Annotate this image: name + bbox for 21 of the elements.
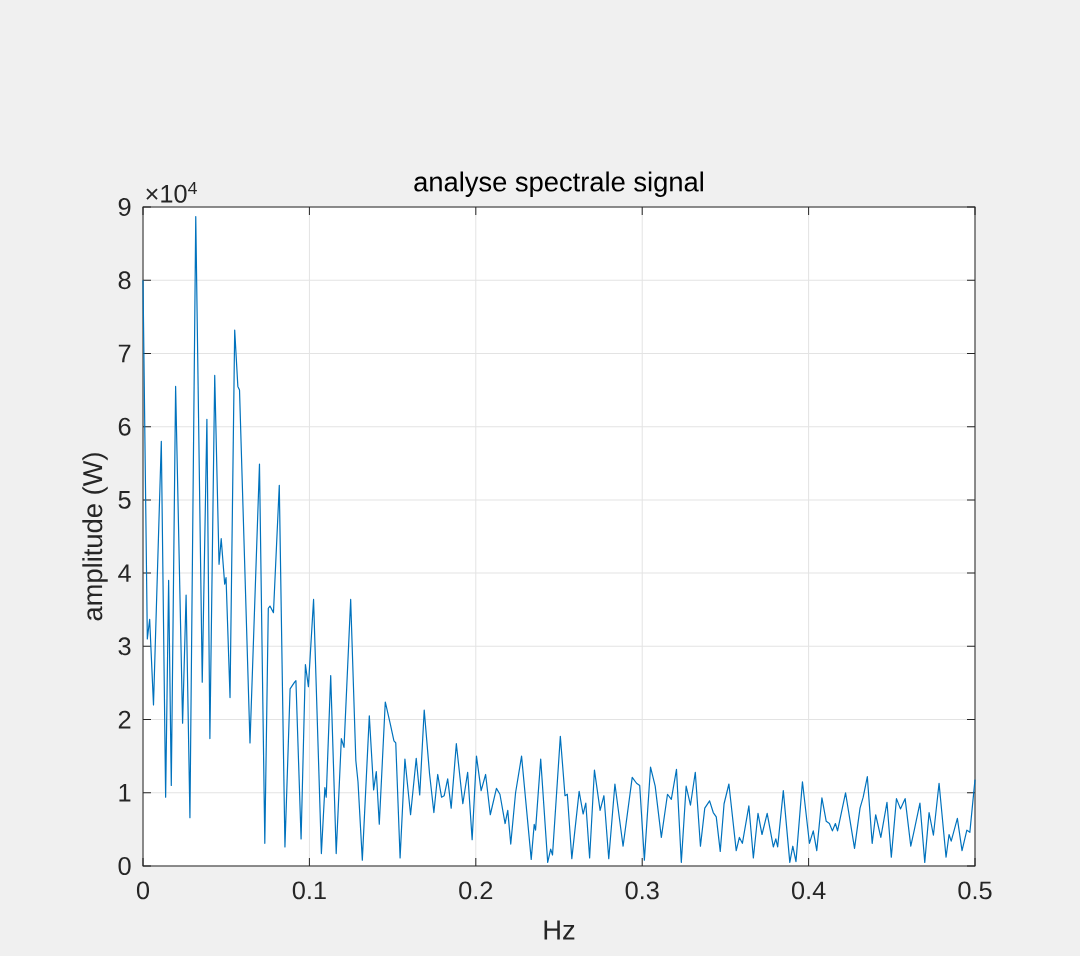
- x-tick-label: 0.5: [958, 881, 992, 900]
- y-tick-label: 2: [118, 710, 131, 729]
- y-tick-label: 1: [119, 784, 131, 802]
- y-tick-label: 4: [118, 564, 131, 582]
- y-axis-title: amplitude (W): [82, 453, 108, 621]
- y-tick-label: 6: [118, 417, 131, 436]
- y-tick-label: 5: [118, 491, 131, 509]
- y-tick-label: 8: [118, 271, 131, 290]
- text: ×10$^{4}$: [146, 181, 197, 203]
- x-tick-label: 0.1: [292, 881, 326, 900]
- x-tick-label: 0.4: [791, 881, 826, 900]
- line-series: [142, 215, 976, 863]
- y-tick-label: 9: [118, 198, 131, 216]
- chart-title: analyse spectrale signal: [414, 171, 703, 197]
- y-tick-label: 0: [118, 857, 131, 875]
- x-tick-label: 0.2: [459, 881, 493, 900]
- y-tick-label: 3: [118, 637, 131, 656]
- x-axis-title: Hz: [544, 920, 575, 940]
- y-tick-label: 7: [118, 344, 131, 363]
- x-tick-label: 0: [136, 881, 150, 900]
- x-tick-label: 0.3: [625, 881, 659, 900]
